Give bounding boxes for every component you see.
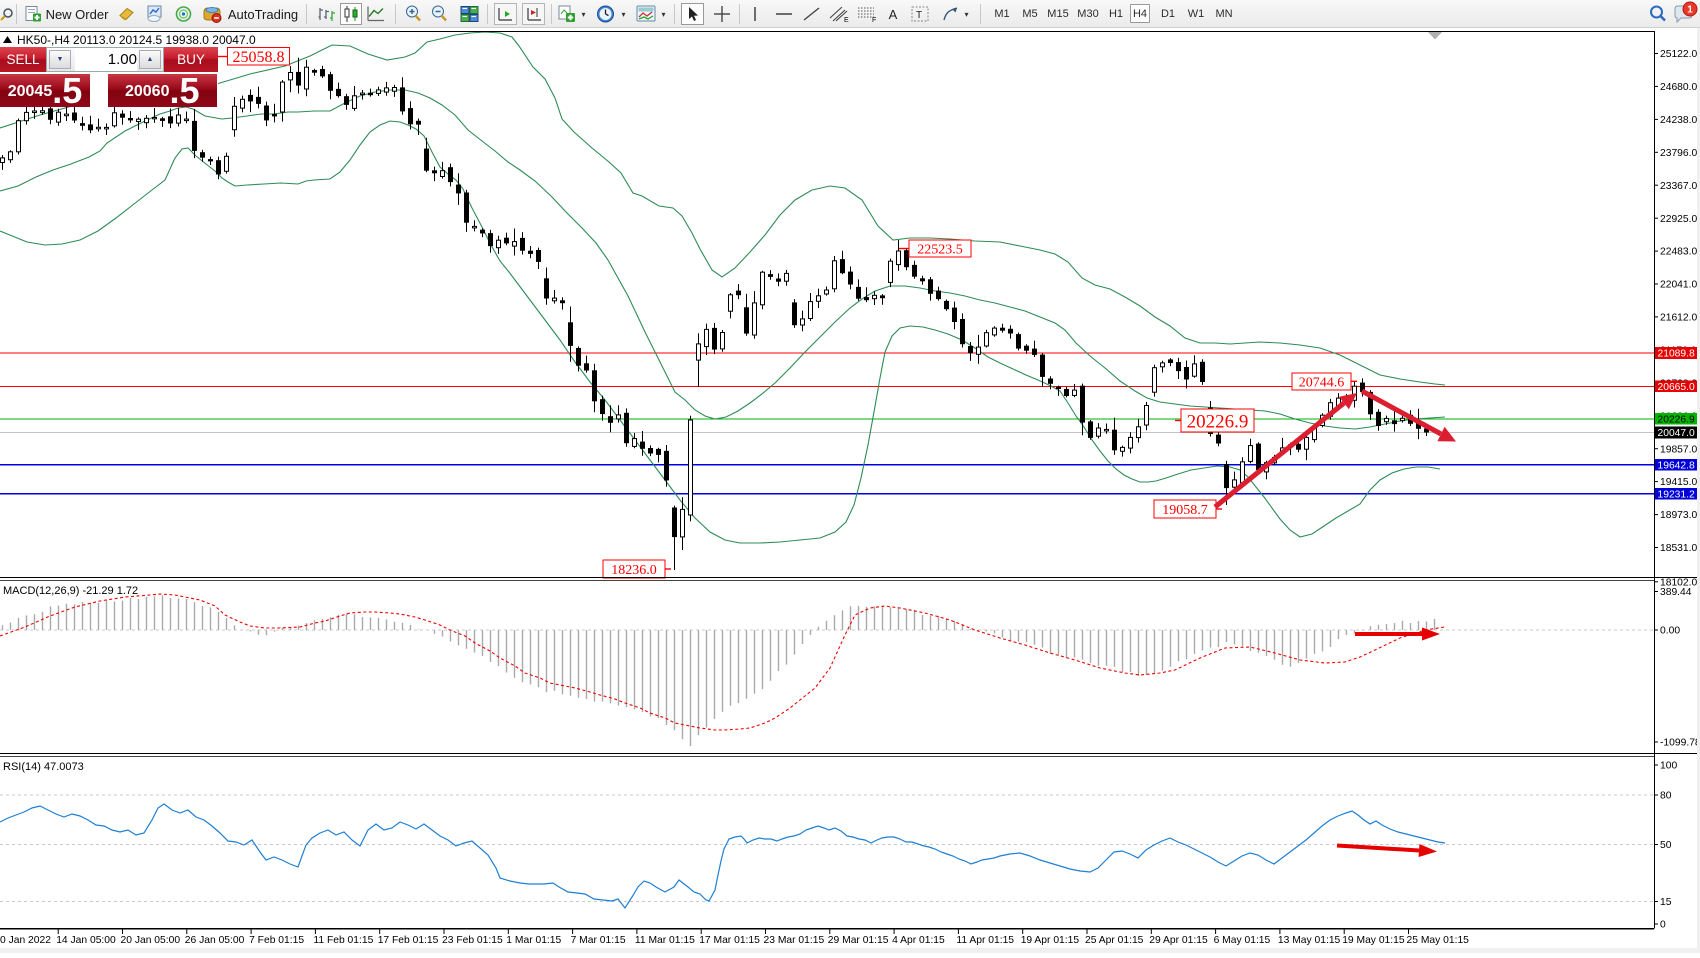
svg-text:22523.5: 22523.5 [917,243,963,258]
svg-text:T: T [916,10,922,21]
svg-text:19231.2: 19231.2 [1658,489,1695,500]
svg-text:24238.0: 24238.0 [1660,115,1697,126]
svg-text:MACD(12,26,9) -21.29 1.72: MACD(12,26,9) -21.29 1.72 [3,585,138,597]
svg-text:19415.0: 19415.0 [1660,477,1697,488]
svg-text:100: 100 [1660,761,1677,772]
svg-text:6 May 01:15: 6 May 01:15 [1214,935,1271,946]
svg-text:25 Apr 01:15: 25 Apr 01:15 [1085,935,1144,946]
svg-text:23 Feb 01:15: 23 Feb 01:15 [442,935,503,946]
svg-text:20226.9: 20226.9 [1658,414,1695,425]
svg-text:18102.0: 18102.0 [1660,577,1697,588]
svg-text:19 Apr 01:15: 19 Apr 01:15 [1021,935,1080,946]
svg-text:7 Mar 01:15: 7 Mar 01:15 [571,935,626,946]
svg-text:389.44: 389.44 [1660,587,1692,598]
svg-text:19 May 01:15: 19 May 01:15 [1342,935,1405,946]
svg-text:E: E [844,17,849,24]
svg-text:29 Mar 01:15: 29 Mar 01:15 [828,935,889,946]
svg-text:18236.0: 18236.0 [611,563,657,578]
svg-text:21089.8: 21089.8 [1658,349,1695,360]
svg-text:22483.0: 22483.0 [1660,247,1697,258]
svg-text:14 Jan 05:00: 14 Jan 05:00 [56,935,116,946]
svg-text:17 Feb 01:15: 17 Feb 01:15 [378,935,439,946]
svg-text:25 May 01:15: 25 May 01:15 [1407,935,1470,946]
svg-text:11 Mar 01:15: 11 Mar 01:15 [635,935,695,946]
svg-text:17 Mar 01:15: 17 Mar 01:15 [699,935,760,946]
svg-text:1: 1 [1687,5,1693,16]
svg-text:0: 0 [1660,920,1666,931]
svg-text:25058.8: 25058.8 [233,49,285,66]
svg-text:0 Jan 2022: 0 Jan 2022 [0,935,51,946]
svg-text:-1099.78: -1099.78 [1660,738,1700,749]
svg-text:23367.0: 23367.0 [1660,181,1697,192]
svg-text:11 Feb 01:15: 11 Feb 01:15 [313,935,373,946]
svg-text:24680.0: 24680.0 [1660,82,1697,93]
svg-text:19642.8: 19642.8 [1658,460,1695,471]
svg-text:RSI(14) 47.0073: RSI(14) 47.0073 [3,761,84,773]
svg-text:80: 80 [1660,791,1672,802]
svg-text:20226.9: 20226.9 [1187,411,1249,432]
svg-text:23796.0: 23796.0 [1660,148,1697,159]
svg-text:20 Jan 05:00: 20 Jan 05:00 [121,935,181,946]
svg-text:20665.0: 20665.0 [1658,382,1695,393]
svg-text:HK50-,H4 20113.0 20124.5 1993: HK50-,H4 20113.0 20124.5 19938.0 20047.0 [17,33,256,47]
svg-text:4 Apr 01:15: 4 Apr 01:15 [892,935,945,946]
svg-text:21612.0: 21612.0 [1660,313,1697,324]
svg-text:1 Mar 01:15: 1 Mar 01:15 [506,935,561,946]
svg-text:18531.0: 18531.0 [1660,543,1697,554]
svg-text:F: F [872,17,876,24]
svg-text:22925.0: 22925.0 [1660,214,1697,225]
svg-text:26 Jan 05:00: 26 Jan 05:00 [185,935,245,946]
svg-text:50: 50 [1660,840,1672,851]
svg-text:7 Feb 01:15: 7 Feb 01:15 [249,935,304,946]
svg-text:15: 15 [1660,897,1672,908]
svg-text:20047.0: 20047.0 [1658,428,1695,439]
svg-text:25122.0: 25122.0 [1660,49,1697,60]
svg-text:19058.7: 19058.7 [1162,503,1208,518]
svg-text:29 Apr 01:15: 29 Apr 01:15 [1149,935,1208,946]
svg-text:22041.0: 22041.0 [1660,280,1697,291]
svg-text:11 Apr 01:15: 11 Apr 01:15 [956,935,1014,946]
svg-text:23 Mar 01:15: 23 Mar 01:15 [764,935,825,946]
svg-text:0.00: 0.00 [1660,626,1680,637]
svg-text:13 May 01:15: 13 May 01:15 [1278,935,1341,946]
svg-text:18973.0: 18973.0 [1660,510,1697,521]
svg-text:20744.6: 20744.6 [1299,376,1345,391]
svg-text:19857.0: 19857.0 [1660,444,1697,455]
